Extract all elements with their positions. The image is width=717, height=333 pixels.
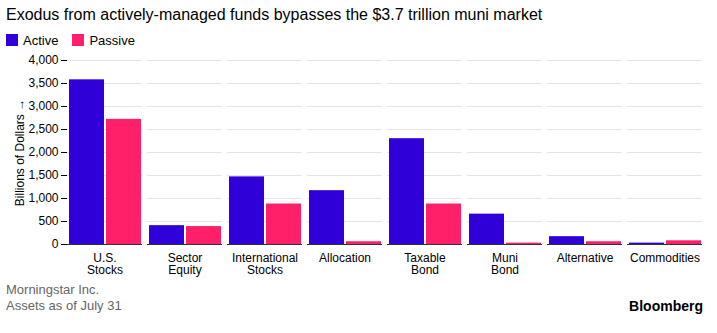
- html-text:Passive: Passive: [89, 32, 135, 48]
- svg-text:Alternative: Alternative: [557, 251, 614, 265]
- html-text:Bloomberg: Bloomberg: [629, 298, 703, 314]
- svg-text:500: 500: [38, 214, 58, 228]
- html-text:Exodus from actively-managed f: Exodus from actively-managed funds bypas…: [6, 6, 543, 23]
- html-text:Assets as of July 31: Assets as of July 31: [6, 298, 122, 313]
- html-text:Morningstar Inc.: Morningstar Inc.: [6, 282, 100, 297]
- html-text:Active: Active: [23, 32, 59, 48]
- svg-text:U.S.Stocks: U.S.Stocks: [87, 251, 123, 277]
- svg-text:Commodities: Commodities: [630, 251, 700, 265]
- svg-text:1,500: 1,500: [28, 168, 58, 182]
- svg-text:TaxableBond: TaxableBond: [404, 251, 446, 277]
- svg-text:1,000: 1,000: [28, 191, 58, 205]
- svg-text:2,000: 2,000: [28, 145, 58, 159]
- svg-text:3,500: 3,500: [28, 76, 58, 90]
- svg-text:MuniBond: MuniBond: [491, 251, 519, 277]
- svg-text:Billions of Dollars →: Billions of Dollars →: [13, 99, 27, 206]
- svg-text:0: 0: [52, 237, 59, 251]
- svg-text:Allocation: Allocation: [319, 251, 371, 265]
- svg-text:2,500: 2,500: [28, 122, 58, 136]
- svg-text:SectorEquity: SectorEquity: [168, 251, 203, 277]
- svg-text:3,000: 3,000: [28, 99, 58, 113]
- svg-text:InternationalStocks: InternationalStocks: [232, 251, 298, 277]
- svg-text:4,000: 4,000: [28, 53, 58, 67]
